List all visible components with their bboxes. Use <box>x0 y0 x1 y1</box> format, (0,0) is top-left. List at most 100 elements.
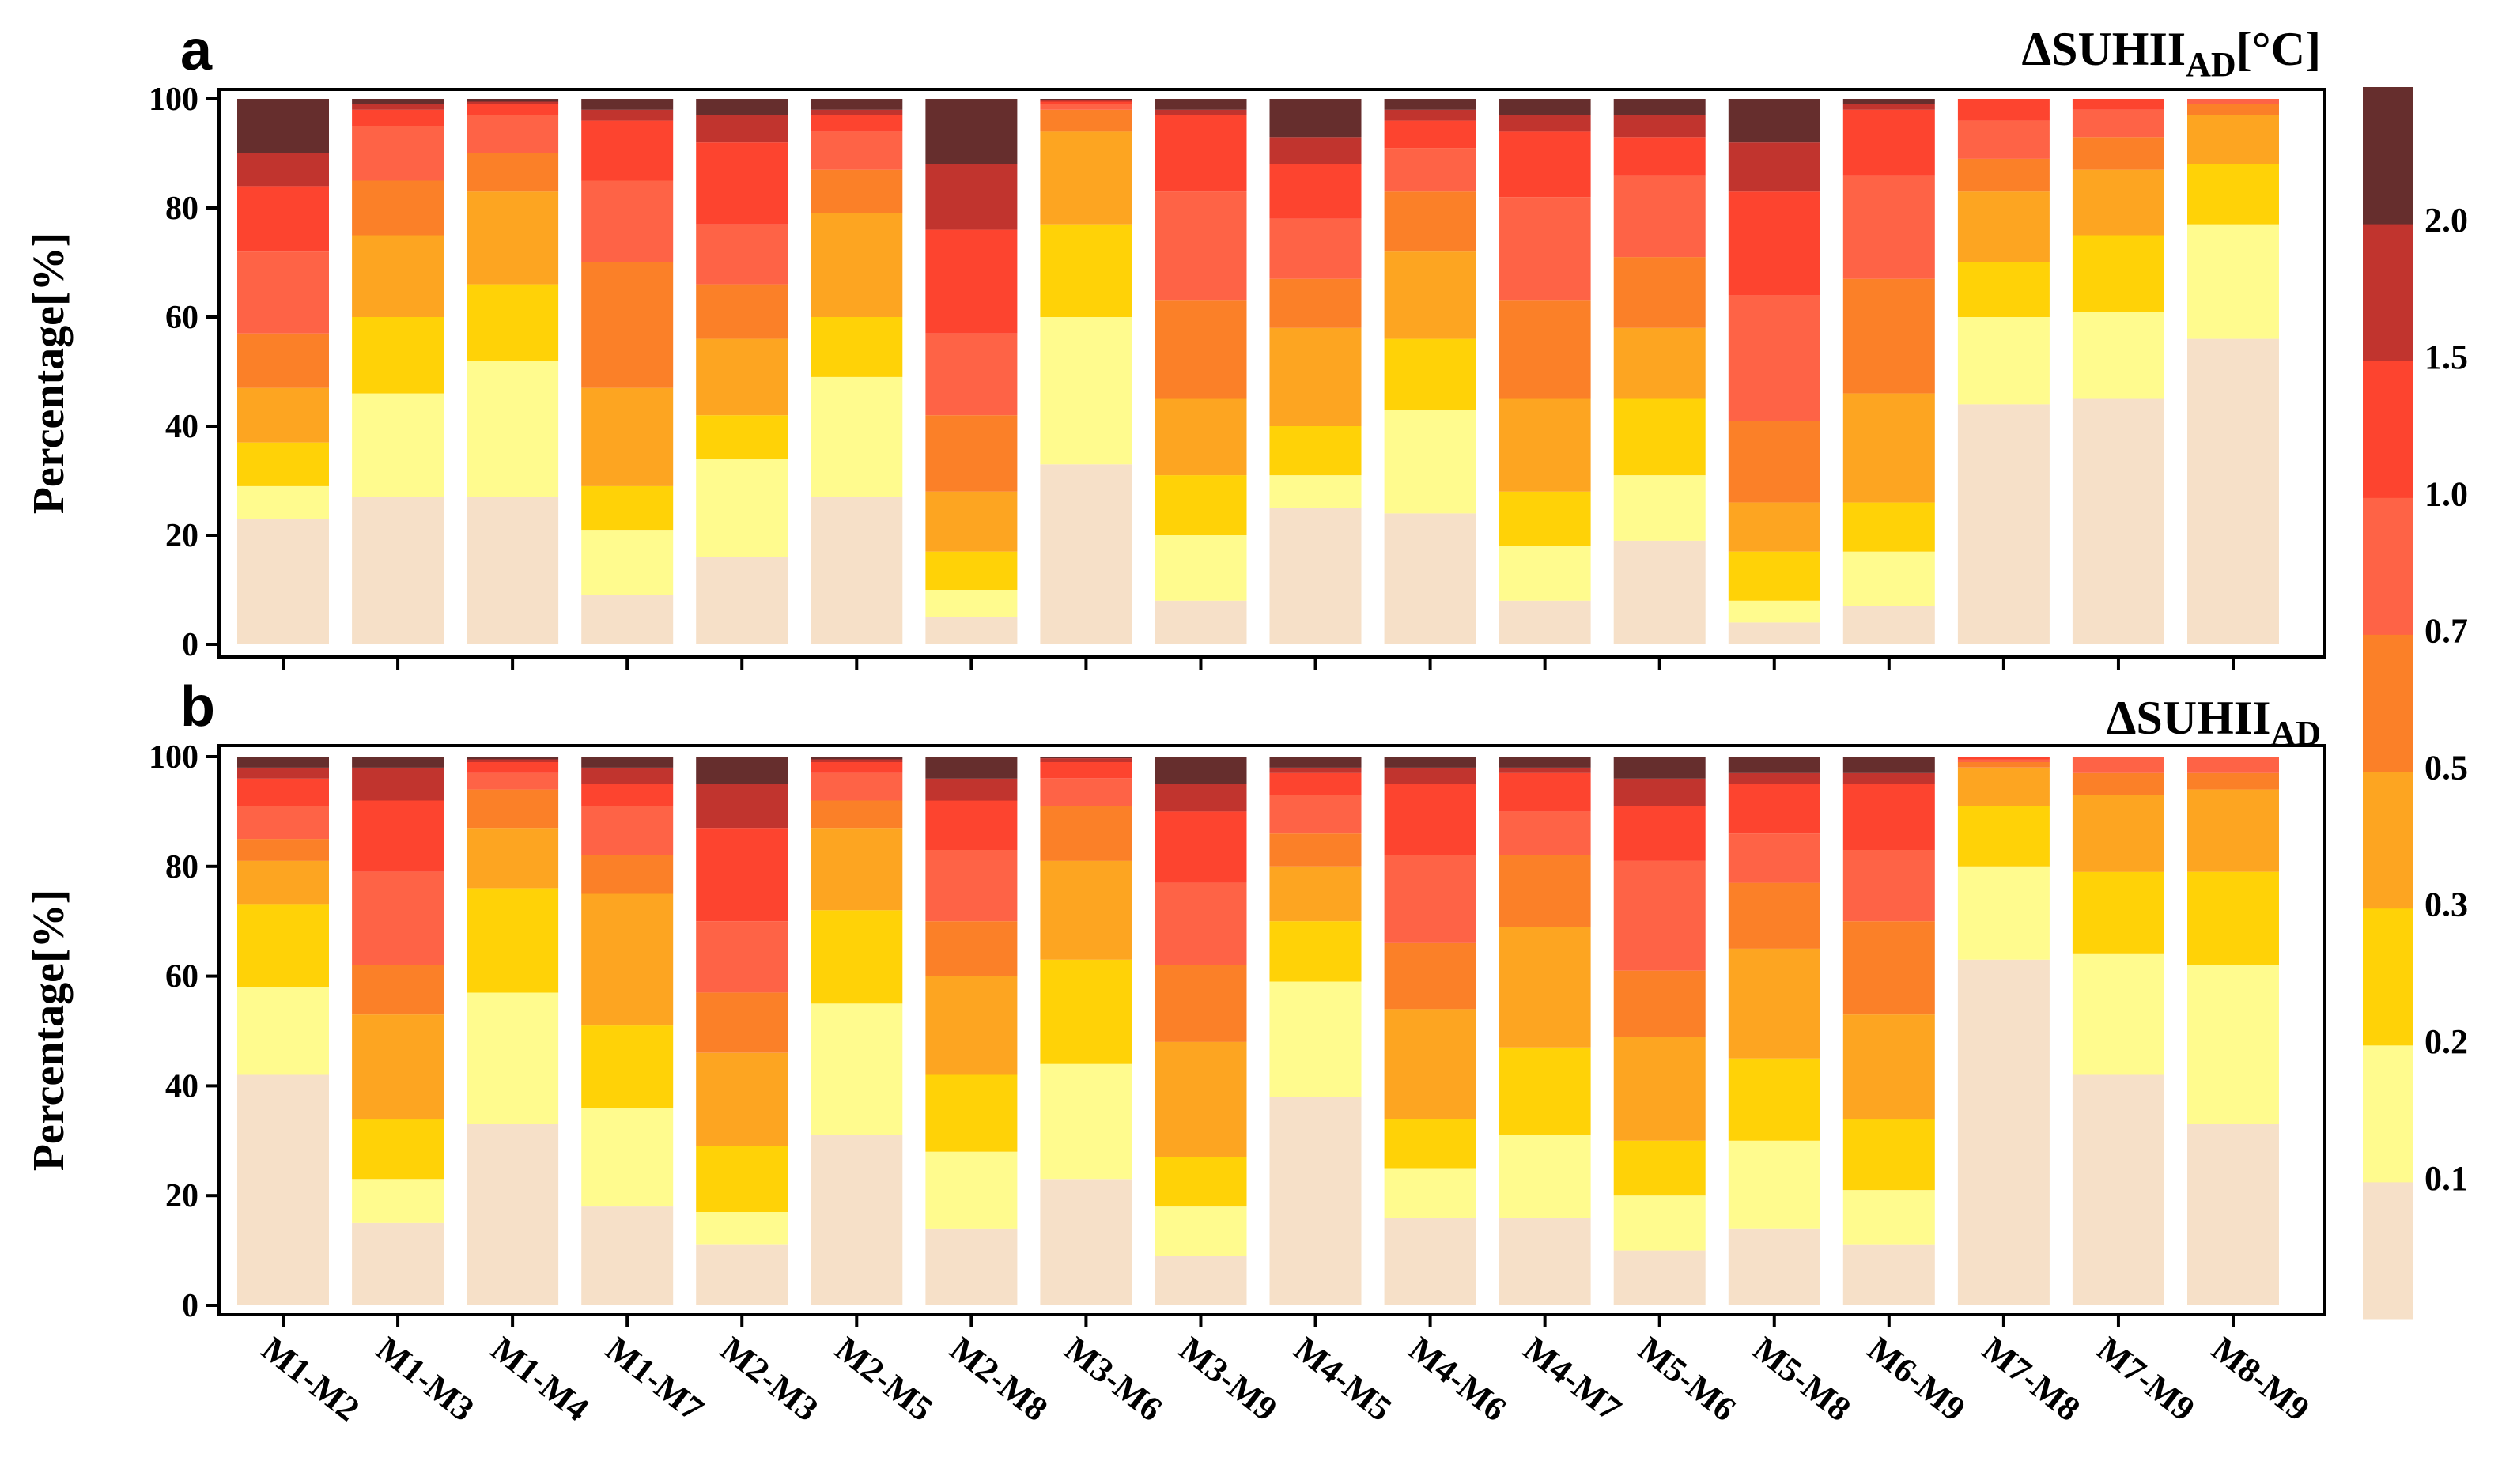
bar-segment-M5-M6-6 <box>1613 806 1706 861</box>
bar-segment-M1-M2-8 <box>237 99 329 153</box>
bar-segment-M8-M9-0 <box>2187 338 2279 644</box>
bar-segment-M2-M8-0 <box>925 617 1018 644</box>
panel-letter: b <box>180 675 215 738</box>
bar-segment-M7-M9-0 <box>2072 398 2164 644</box>
bar-segment-M2-M3-0 <box>696 1244 788 1305</box>
bar-segment-M2-M5-3 <box>811 213 903 317</box>
bar-segment-M1-M7-1 <box>581 530 674 595</box>
y-tick-label: 100 <box>149 739 198 776</box>
bar-M1-M2 <box>237 99 329 644</box>
bar-segment-M8-M9-5 <box>2187 99 2279 104</box>
bar-segment-M3-M6-3 <box>1040 131 1132 225</box>
bar-M8-M9 <box>2187 757 2279 1305</box>
bar-M8-M9 <box>2187 99 2279 644</box>
bar-segment-M2-M5-8 <box>811 757 903 760</box>
bar-segment-M1-M7-3 <box>581 893 674 1026</box>
bar-segment-M6-M9-0 <box>1842 1244 1935 1305</box>
bar-segment-M4-M6-7 <box>1384 767 1476 784</box>
bar-segment-M3-M9-2 <box>1155 1157 1247 1207</box>
bar-M6-M9 <box>1842 757 1935 1305</box>
bar-segment-M7-M8-0 <box>1957 959 2050 1305</box>
bar-segment-M3-M6-3 <box>1040 860 1132 960</box>
bar-M1-M3 <box>352 757 444 1305</box>
bar-segment-M8-M9-2 <box>2187 871 2279 965</box>
bar-segment-M6-M9-1 <box>1842 551 1935 606</box>
bar-segment-M3-M9-5 <box>1155 191 1247 301</box>
y-tick-label: 80 <box>165 849 198 885</box>
bar-segment-M3-M9-6 <box>1155 811 1247 883</box>
bar-segment-M2-M3-8 <box>696 99 788 115</box>
bar-M2-M8 <box>925 757 1018 1305</box>
bar-M5-M8 <box>1728 99 1820 644</box>
bar-segment-M6-M9-8 <box>1842 99 1935 104</box>
bar-segment-M2-M5-7 <box>811 109 903 115</box>
bar-segment-M2-M5-5 <box>811 772 903 801</box>
bar-segment-M1-M4-1 <box>467 361 559 497</box>
panel-a: 0 20 40 60 80 100 Percentage[%] a ΔSUHIIAD[°C] <box>25 19 2326 670</box>
bar-segment-M5-M6-6 <box>1613 137 1706 176</box>
bar-segment-M1-M7-7 <box>581 109 674 121</box>
bar-segment-M3-M9-5 <box>1155 882 1247 965</box>
bar-segment-M5-M8-7 <box>1728 772 1820 784</box>
bar-segment-M2-M8-6 <box>925 229 1018 334</box>
bar-M4-M5 <box>1269 99 1362 644</box>
bar-segment-M4-M5-5 <box>1269 795 1362 834</box>
bar-segment-M3-M9-1 <box>1155 535 1247 601</box>
bar-M3-M6 <box>1040 99 1132 644</box>
bar-segment-M4-M7-4 <box>1499 855 1591 927</box>
bar-segment-M5-M6-3 <box>1613 1036 1706 1141</box>
bar-segment-M1-M4-1 <box>467 992 559 1124</box>
y-tick-label: 60 <box>165 300 198 336</box>
bar-segment-M6-M9-2 <box>1842 1119 1935 1191</box>
colorbar-label: 1.5 <box>2425 338 2468 376</box>
bar-segment-M2-M8-3 <box>925 491 1018 552</box>
bar-segment-M4-M6-3 <box>1384 251 1476 339</box>
bar-segment-M3-M6-7 <box>1040 758 1132 762</box>
bar-segment-M3-M6-0 <box>1040 464 1132 644</box>
bar-segment-M3-M9-3 <box>1155 398 1247 476</box>
bar-M3-M6 <box>1040 757 1132 1305</box>
bar-segment-M7-M8-1 <box>1957 317 2050 405</box>
bar-segment-M2-M5-3 <box>811 828 903 911</box>
bar-segment-M6-M9-6 <box>1842 784 1935 850</box>
bar-segment-M1-M7-6 <box>581 120 674 181</box>
x-category-label: M2-M5 <box>828 1329 940 1429</box>
bar-segment-M5-M8-7 <box>1728 142 1820 192</box>
colorbar-swatch-3 <box>2363 771 2413 909</box>
bar-M1-M7 <box>581 99 674 644</box>
bar-segment-M1-M2-4 <box>237 839 329 861</box>
bar-segment-M1-M3-5 <box>352 871 444 965</box>
bar-segment-M8-M9-3 <box>2187 115 2279 164</box>
bar-segment-M4-M7-0 <box>1499 1218 1591 1305</box>
bar-segment-M4-M7-0 <box>1499 600 1591 644</box>
bar-segment-M4-M6-3 <box>1384 1009 1476 1119</box>
y-tick-label: 0 <box>182 1288 198 1324</box>
bar-segment-M4-M7-6 <box>1499 131 1591 198</box>
bar-segment-M1-M3-1 <box>352 1179 444 1223</box>
bar-segment-M5-M8-5 <box>1728 833 1820 883</box>
bar-segment-M1-M2-0 <box>237 519 329 644</box>
bar-segment-M7-M9-3 <box>2072 169 2164 236</box>
bar-segment-M2-M3-7 <box>696 115 788 143</box>
bar-segment-M5-M6-1 <box>1613 1195 1706 1251</box>
bar-M4-M5 <box>1269 757 1362 1305</box>
bar-M1-M7 <box>581 757 674 1305</box>
bar-M7-M9 <box>2072 757 2164 1305</box>
bar-segment-M4-M7-7 <box>1499 767 1591 773</box>
bar-segment-M4-M5-6 <box>1269 772 1362 795</box>
bar-segment-M3-M9-2 <box>1155 475 1247 535</box>
bar-segment-M4-M6-1 <box>1384 1168 1476 1218</box>
bar-segment-M2-M5-2 <box>811 910 903 1004</box>
colorbar-label: 0.3 <box>2425 885 2468 924</box>
bar-segment-M1-M3-1 <box>352 393 444 497</box>
bar-segment-M5-M8-0 <box>1728 622 1820 644</box>
bar-segment-M5-M6-5 <box>1613 175 1706 258</box>
bar-segment-M5-M8-4 <box>1728 882 1820 949</box>
bar-segment-M7-M9-0 <box>2072 1074 2164 1305</box>
bar-segment-M4-M5-6 <box>1269 164 1362 219</box>
bar-segment-M4-M6-8 <box>1384 757 1476 768</box>
bar-segment-M1-M3-0 <box>352 1222 444 1305</box>
bar-segment-M1-M7-8 <box>581 99 674 110</box>
bar-segment-M1-M7-2 <box>581 1025 674 1108</box>
bar-segment-M1-M7-5 <box>581 180 674 262</box>
